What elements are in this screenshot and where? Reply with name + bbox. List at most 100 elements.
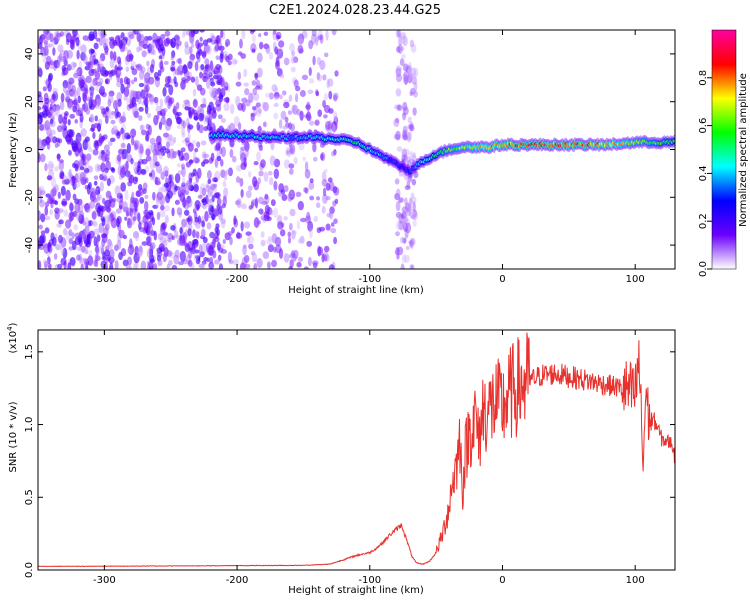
heatmap-cell xyxy=(205,45,212,55)
heatmap-cell xyxy=(168,174,172,185)
heatmap-cell xyxy=(245,147,249,158)
heatmap-cell xyxy=(62,79,69,89)
heatmap-cell xyxy=(158,151,164,160)
heatmap-cell xyxy=(276,68,283,77)
heatmap-cell xyxy=(165,136,172,143)
heatmap-cell xyxy=(185,179,192,191)
heatmap-cell xyxy=(243,157,247,162)
heatmap-cell xyxy=(84,203,90,211)
heatmap-cell xyxy=(132,176,138,185)
heatmap-cell xyxy=(166,190,173,199)
heatmap-cell xyxy=(177,238,183,246)
heatmap-cell xyxy=(157,186,163,198)
heatmap-cell xyxy=(262,121,267,127)
heatmap-cell xyxy=(137,184,143,191)
heatmap-cell xyxy=(84,217,90,227)
heatmap-cell xyxy=(206,257,210,263)
heatmap-cell xyxy=(195,39,200,50)
heatmap-cell xyxy=(69,113,76,119)
heatmap-cell xyxy=(84,224,90,234)
heatmap-cell xyxy=(281,194,288,202)
heatmap-cell xyxy=(315,90,320,97)
heatmap-cell xyxy=(308,40,313,50)
heatmap-cell xyxy=(413,81,418,91)
heatmap-cell xyxy=(94,246,102,255)
heatmap-cell xyxy=(332,92,339,100)
heatmap-cell xyxy=(397,33,402,38)
heatmap-cell xyxy=(93,228,100,235)
heatmap-cell xyxy=(56,223,62,228)
heatmap-cell xyxy=(181,32,186,39)
heatmap-cell xyxy=(210,35,216,45)
heatmap-cell xyxy=(292,230,297,235)
heatmap-cell xyxy=(326,78,330,89)
heatmap-cell xyxy=(153,142,159,152)
heatmap-cell xyxy=(72,145,78,153)
heatmap-cell xyxy=(183,99,190,105)
heatmap-cell xyxy=(409,237,416,246)
heatmap-cell xyxy=(200,63,205,71)
heatmap-cell xyxy=(62,84,67,94)
heatmap-cell xyxy=(38,118,41,124)
heatmap-cell xyxy=(145,148,151,157)
heatmap-cell xyxy=(199,186,203,197)
heatmap-cell xyxy=(210,205,215,213)
heatmap-cell xyxy=(117,98,122,107)
heatmap-cell xyxy=(71,84,76,95)
heatmap-cell xyxy=(325,196,331,201)
heatmap-cell xyxy=(109,248,115,259)
heatmap-cell xyxy=(227,60,232,66)
heatmap-cell xyxy=(61,179,67,185)
heatmap-cell xyxy=(171,207,175,217)
heatmap-cell xyxy=(138,115,143,122)
heatmap-cell xyxy=(57,44,64,53)
heatmap-cell xyxy=(231,58,238,65)
heatmap-cell xyxy=(119,115,127,123)
heatmap-cell xyxy=(410,192,415,199)
heatmap-cell xyxy=(121,129,126,141)
heatmap-cell xyxy=(58,234,63,244)
heatmap-cell xyxy=(75,136,82,143)
heatmap-cell xyxy=(136,63,142,70)
heatmap-cell xyxy=(132,215,137,222)
heatmap-cell xyxy=(67,262,72,269)
heatmap-cell xyxy=(312,260,319,266)
heatmap-cell xyxy=(333,149,337,156)
heatmap-cell xyxy=(170,37,177,49)
heatmap-cell xyxy=(213,259,220,265)
heatmap-cell xyxy=(394,250,400,255)
heatmap-cell xyxy=(239,262,246,269)
heatmap-cell xyxy=(317,246,324,256)
heatmap-cell xyxy=(212,238,216,249)
heatmap-cell xyxy=(89,115,95,124)
heatmap-cell xyxy=(108,265,114,269)
heatmap-cell xyxy=(395,88,402,97)
heatmap-cell xyxy=(401,254,407,263)
heatmap-cell xyxy=(269,155,276,166)
heatmap-cell xyxy=(110,119,116,125)
heatmap-cell xyxy=(166,249,173,257)
heatmap-cell xyxy=(183,241,188,247)
heatmap-cell xyxy=(38,106,42,111)
heatmap-cell xyxy=(47,163,55,169)
heatmap-cell xyxy=(220,159,224,167)
heatmap-cell xyxy=(101,238,106,247)
heatmap-cell xyxy=(162,231,168,236)
heatmap-cell xyxy=(94,115,99,122)
heatmap-cell xyxy=(98,86,105,94)
heatmap-cell xyxy=(320,151,326,162)
heatmap-cell xyxy=(267,170,273,176)
heatmap-cell xyxy=(43,40,49,45)
heatmap-cell xyxy=(211,195,215,203)
heatmap-cell xyxy=(402,129,408,138)
heatmap-cell xyxy=(396,253,400,260)
heatmap-cell xyxy=(130,128,137,138)
heatmap-cell xyxy=(89,91,94,101)
snr-y-multiplier: (x104) xyxy=(6,322,19,353)
heatmap-cell xyxy=(152,191,156,201)
heatmap-cell xyxy=(201,260,207,265)
heatmap-cell xyxy=(111,127,115,135)
heatmap-cell xyxy=(159,209,166,218)
heatmap-cell xyxy=(270,209,274,216)
heatmap-cell xyxy=(119,204,123,210)
